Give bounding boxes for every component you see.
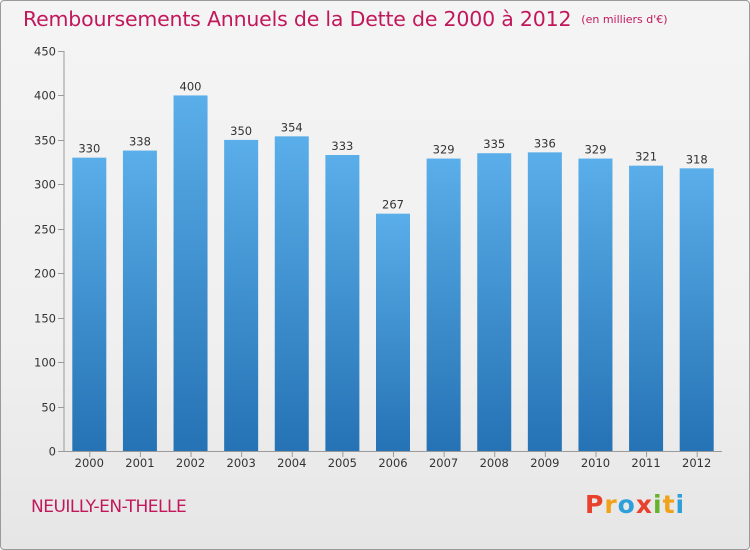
bar-2012 (679, 168, 714, 452)
x-axis: 2000 2001 2002 2003 2004 2005 2006 2007 2008 2009… (64, 451, 722, 470)
bar-2008 (477, 153, 512, 451)
y-tick-label: 100 (34, 356, 56, 370)
x-tick-label: 2001 (125, 456, 154, 470)
chart-header: Remboursements Annuels de la Dette de 20… (23, 7, 668, 31)
x-tick-label: 2002 (176, 456, 205, 470)
logo-letter: x (635, 490, 653, 519)
proxiti-logo[interactable]: Proxiti (585, 490, 685, 519)
x-tick-label: 2012 (682, 456, 711, 470)
logo-letter: i (653, 490, 663, 519)
logo-letter: o (617, 490, 636, 519)
data-label-2004: 354 (281, 120, 303, 134)
logo-letter: t (662, 490, 676, 519)
bar-2007 (426, 158, 461, 452)
bar-2003 (224, 139, 259, 451)
logo-letter: P (585, 490, 605, 519)
data-label-2000: 330 (78, 142, 100, 156)
bar-2000 (72, 157, 107, 451)
data-label-2008: 335 (483, 137, 505, 151)
logo-letter: i (675, 490, 686, 519)
y-axis: 0 50 100 150 200 250 300 350 400 450 (34, 45, 65, 459)
chart-title: Remboursements Annuels de la Dette de 20… (23, 7, 572, 31)
data-label-2012: 318 (686, 152, 708, 166)
y-tick-label: 200 (34, 267, 56, 281)
data-label-2011: 321 (635, 150, 657, 164)
y-tick-label: 300 (34, 178, 56, 192)
chart-subtitle: (en milliers d'€) (581, 13, 668, 26)
logo-letter: r (604, 490, 618, 519)
y-tick-label: 250 (34, 223, 56, 237)
data-label-2006: 267 (382, 198, 404, 212)
data-labels-group: 330 338 400 350 354 333 267 329 335 336 329 321 318 (78, 79, 707, 211)
x-tick-label: 2003 (227, 456, 256, 470)
bar-2001 (122, 150, 157, 452)
data-label-2005: 333 (331, 139, 353, 153)
y-tick-label: 400 (34, 89, 56, 103)
bar-2010 (578, 158, 613, 452)
y-tick-label: 0 (49, 445, 56, 459)
data-label-2010: 329 (584, 143, 606, 157)
data-label-2007: 329 (433, 143, 455, 157)
y-tick-label: 50 (41, 401, 56, 415)
bars-group (72, 95, 714, 452)
x-tick-label: 2011 (631, 456, 660, 470)
bar-2004 (274, 136, 309, 452)
y-tick-label: 350 (34, 134, 56, 148)
commune-name: NEUILLY-EN-THELLE (31, 497, 187, 517)
x-tick-label: 2000 (75, 456, 104, 470)
bar-2009 (527, 152, 562, 452)
x-tick-label: 2008 (480, 456, 509, 470)
data-label-2001: 338 (129, 135, 151, 149)
bar-2006 (376, 213, 410, 451)
x-tick-label: 2009 (530, 456, 559, 470)
y-tick-label: 150 (34, 312, 56, 326)
x-tick-label: 2004 (277, 456, 306, 470)
bar-2011 (629, 165, 664, 451)
x-tick-label: 2006 (378, 456, 407, 470)
bar-2005 (325, 155, 360, 451)
data-label-2002: 400 (180, 79, 202, 93)
bar-2002 (173, 95, 208, 451)
x-tick-label: 2007 (429, 456, 458, 470)
y-tick-label: 450 (34, 45, 56, 59)
data-label-2003: 350 (230, 124, 252, 138)
data-label-2009: 336 (534, 136, 556, 150)
x-tick-label: 2005 (328, 456, 357, 470)
x-tick-label: 2010 (581, 456, 610, 470)
